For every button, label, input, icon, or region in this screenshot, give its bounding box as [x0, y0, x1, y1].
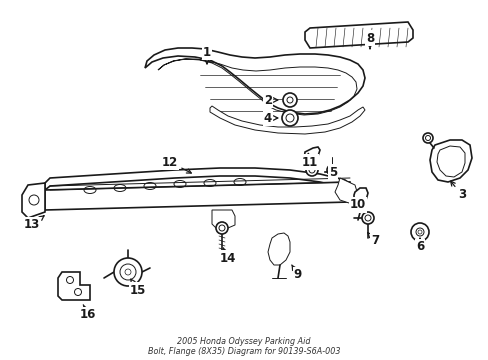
Text: 10: 10 [349, 198, 366, 211]
Polygon shape [22, 183, 45, 218]
Text: 2: 2 [264, 94, 277, 107]
Text: 11: 11 [301, 153, 318, 168]
Polygon shape [305, 22, 412, 48]
Polygon shape [212, 210, 235, 228]
Polygon shape [45, 182, 351, 210]
Circle shape [216, 222, 227, 234]
Polygon shape [353, 188, 367, 205]
Polygon shape [267, 233, 289, 265]
Circle shape [305, 164, 317, 176]
Polygon shape [45, 168, 351, 192]
Circle shape [326, 165, 336, 175]
Text: 16: 16 [80, 305, 96, 321]
Circle shape [114, 258, 142, 286]
Polygon shape [58, 272, 90, 300]
Circle shape [283, 93, 296, 107]
Polygon shape [304, 147, 319, 167]
Text: 7: 7 [367, 233, 378, 247]
Text: 8: 8 [365, 31, 373, 49]
Polygon shape [209, 106, 364, 134]
Text: 1: 1 [203, 45, 211, 64]
Circle shape [422, 133, 432, 143]
Circle shape [361, 212, 373, 224]
Text: 6: 6 [415, 238, 423, 253]
Text: 14: 14 [220, 248, 236, 265]
Text: 4: 4 [264, 112, 277, 125]
Text: 3: 3 [450, 181, 465, 202]
Circle shape [282, 110, 297, 126]
Text: 12: 12 [162, 156, 191, 173]
Text: 15: 15 [129, 279, 146, 297]
Text: 2005 Honda Odyssey Parking Aid: 2005 Honda Odyssey Parking Aid [177, 338, 310, 346]
Text: 13: 13 [24, 216, 44, 231]
Polygon shape [145, 48, 364, 114]
Text: 9: 9 [291, 265, 302, 282]
Polygon shape [429, 140, 471, 182]
Polygon shape [334, 178, 357, 205]
Circle shape [410, 223, 428, 241]
Text: Bolt, Flange (8X35) Diagram for 90139-S6A-003: Bolt, Flange (8X35) Diagram for 90139-S6… [147, 347, 340, 356]
Text: 5: 5 [324, 166, 336, 179]
